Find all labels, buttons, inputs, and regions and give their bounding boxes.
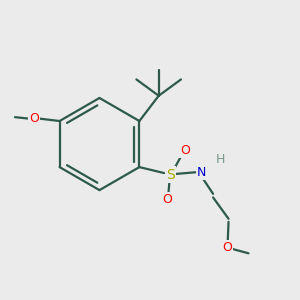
Text: H: H xyxy=(215,153,225,166)
Text: O: O xyxy=(180,144,190,157)
Text: O: O xyxy=(29,112,39,125)
Text: N: N xyxy=(197,166,206,178)
Text: O: O xyxy=(163,193,172,206)
Text: O: O xyxy=(222,242,232,254)
Text: S: S xyxy=(166,167,175,182)
